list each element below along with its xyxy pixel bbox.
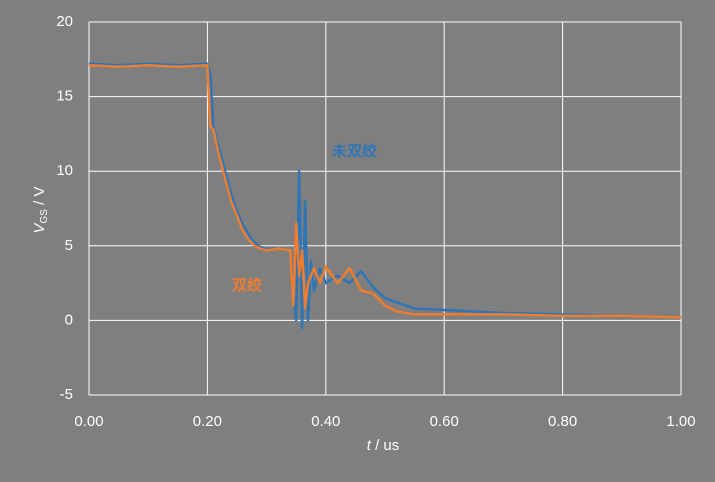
plot [88, 62, 682, 330]
series-label: 双绞 [232, 276, 262, 294]
series-line [88, 62, 682, 330]
y-tick-label: -5 [60, 386, 73, 403]
x-tick-label: 0.00 [74, 413, 103, 430]
x-tick-label: 0.80 [548, 413, 577, 430]
series-line [88, 64, 682, 319]
y-tick-label: 20 [56, 13, 73, 30]
y-tick-label: 10 [56, 162, 73, 179]
x-label-unit: / us [371, 437, 399, 454]
x-tick-label: 0.20 [193, 413, 222, 430]
x-tick-label: 1.00 [666, 413, 695, 430]
y-label-unit: / V [31, 187, 48, 210]
y-label-symbol: V [31, 221, 48, 233]
y-label-subscript: GS [39, 209, 50, 224]
y-tick-label: 0 [65, 311, 73, 328]
grid [88, 21, 682, 396]
y-tick-label: 5 [65, 237, 73, 254]
x-axis-label: t / us [367, 437, 400, 454]
y-axis-label: VGS / V [31, 187, 50, 234]
x-tick-label: 0.60 [430, 413, 459, 430]
x-tick-label: 0.40 [311, 413, 340, 430]
series-label: 未双绞 [331, 142, 377, 160]
y-tick-label: 15 [56, 88, 73, 105]
x-label-symbol: t [367, 437, 372, 454]
